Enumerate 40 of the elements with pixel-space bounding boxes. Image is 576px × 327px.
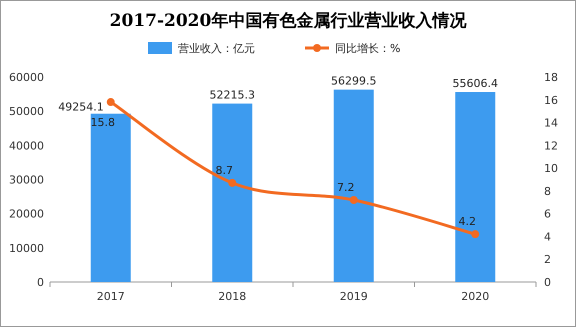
- y2-tick-label: 12: [544, 139, 558, 152]
- y2-tick-label: 16: [544, 94, 558, 107]
- data-label: 8.7: [216, 164, 233, 177]
- y2-tick-label: 4: [544, 230, 551, 244]
- y2-tick-label: 0: [544, 276, 551, 289]
- legend-label: 同比增长：%: [335, 42, 400, 55]
- x-tick-label: 2019: [340, 290, 368, 303]
- y2-tick-label: 10: [544, 162, 558, 176]
- data-label: 56299.5: [331, 74, 376, 88]
- bar: [212, 104, 252, 282]
- data-label: 52215.3: [210, 88, 255, 102]
- y-tick-label: 40000: [9, 139, 44, 152]
- y-tick-label: 60000: [9, 71, 44, 84]
- y2-tick-label: 14: [544, 116, 558, 130]
- data-label: 55606.4: [452, 77, 498, 90]
- y-tick-label: 50000: [9, 105, 44, 118]
- point: [350, 196, 358, 204]
- y-tick-label: 10000: [9, 242, 44, 255]
- bar: [334, 90, 374, 282]
- chart-title: 2017-2020年中国有色金属行业营业收入情况: [110, 11, 468, 31]
- x-tick-label: 2018: [218, 290, 246, 303]
- point: [471, 230, 480, 238]
- data-label: 7.2: [337, 181, 354, 194]
- data-label: 15.8: [90, 116, 115, 130]
- y-tick-label: 0: [37, 276, 44, 289]
- bar: [90, 114, 131, 282]
- y-tick-label: 30000: [9, 174, 44, 186]
- legend-label: 营业收入：亿元: [178, 42, 255, 55]
- x-tick-label: 2020: [461, 290, 490, 303]
- point: [228, 178, 236, 187]
- y2-tick-label: 8: [544, 184, 551, 198]
- y2-tick-label: 2: [544, 253, 551, 266]
- data-label: 4.2: [458, 215, 476, 228]
- y2-tick-label: 6: [544, 208, 551, 221]
- y2-tick-label: 18: [544, 71, 558, 84]
- data-label: 49254.1: [58, 100, 104, 114]
- y-tick-label: 20000: [9, 208, 44, 221]
- x-tick-label: 2017: [96, 290, 125, 303]
- point: [106, 98, 115, 106]
- bar: [455, 92, 496, 282]
